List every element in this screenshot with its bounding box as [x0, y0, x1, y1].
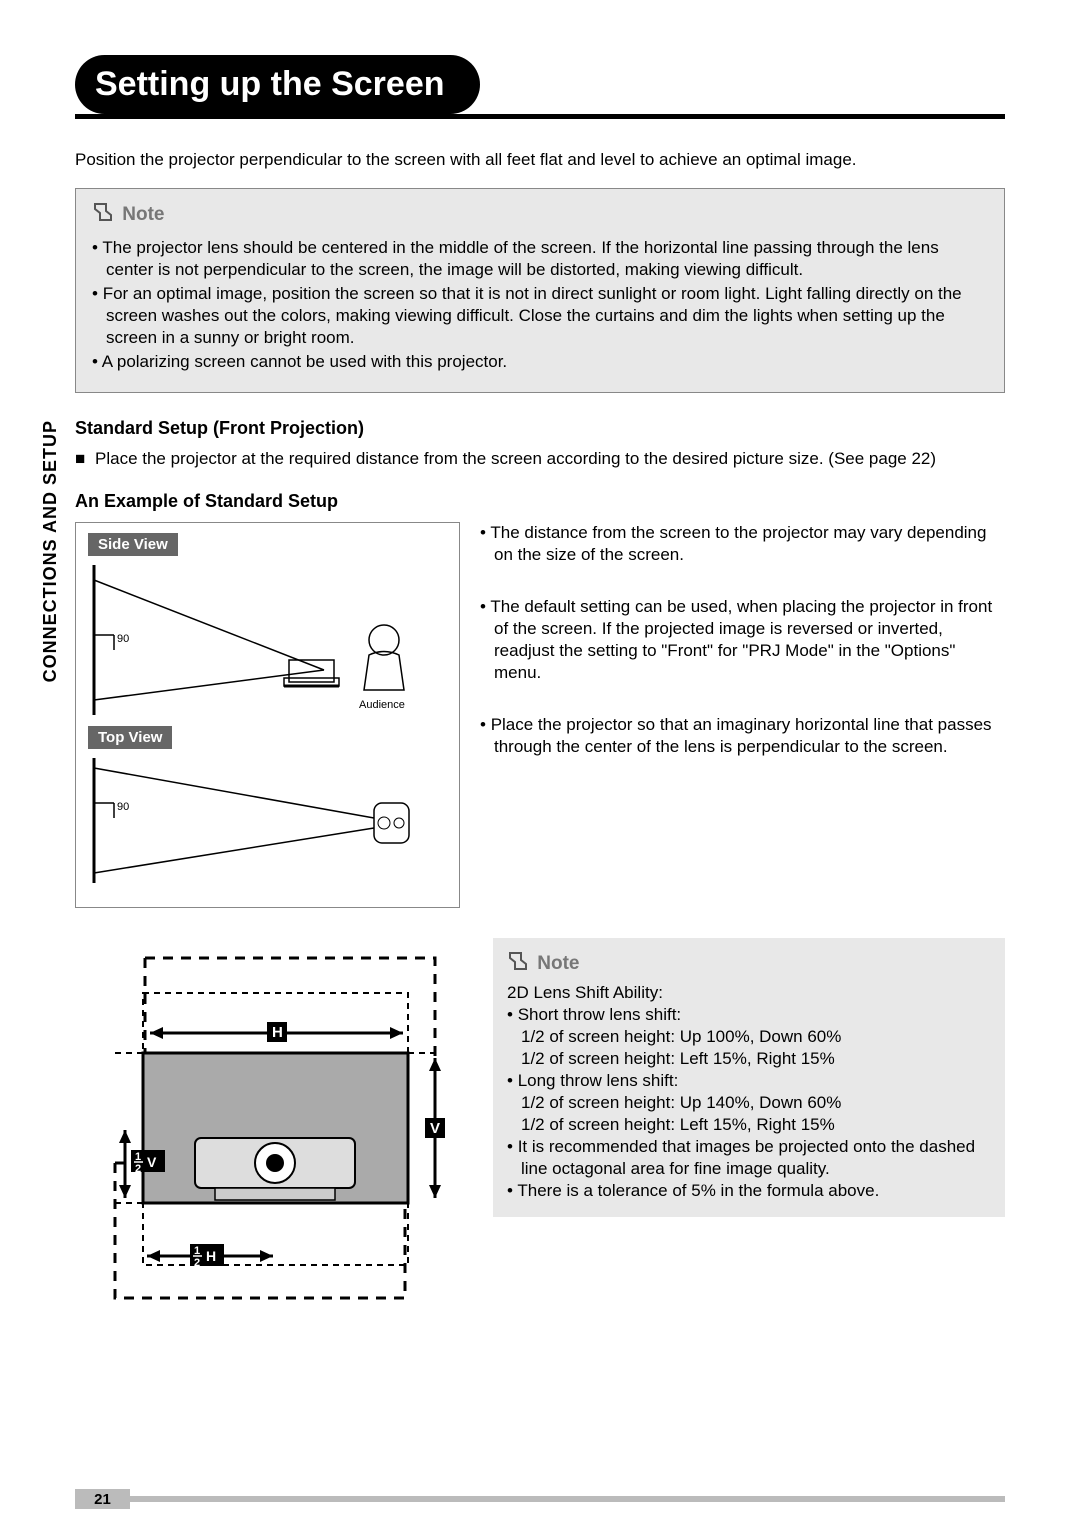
note-heading-2: Note — [507, 950, 991, 978]
audience-label: Audience — [359, 699, 405, 711]
note-heading-text: Note — [122, 204, 164, 225]
note-item: The projector lens should be centered in… — [106, 237, 988, 281]
lens-shift-diagram: H V 1 2 V 1 2 H — [75, 938, 475, 1318]
footer-line — [130, 1496, 1005, 1502]
lens-note-column: Note 2D Lens Shift Ability: Short throw … — [493, 938, 1005, 1217]
example-text-column: The distance from the screen to the proj… — [480, 522, 1005, 789]
note-item: For an optimal image, position the scree… — [106, 283, 988, 349]
note-icon — [507, 950, 529, 978]
lens-note-item: It is recommended that images be project… — [521, 1136, 991, 1180]
title-banner: Setting up the Screen — [75, 55, 1005, 119]
lens-shift-row: H V 1 2 V 1 2 H — [75, 938, 1005, 1318]
example-heading: An Example of Standard Setup — [75, 491, 1005, 512]
diagram-column: Side View 90 Audience Top View — [75, 522, 460, 908]
svg-text:2: 2 — [135, 1163, 141, 1175]
note-heading: Note — [92, 201, 988, 229]
example-bullet: The default setting can be used, when pl… — [494, 596, 1005, 684]
page-title: Setting up the Screen — [75, 55, 480, 114]
intro-text: Position the projector perpendicular to … — [75, 150, 1005, 170]
top-view-label: Top View — [88, 726, 172, 749]
svg-text:2: 2 — [194, 1257, 200, 1269]
content-area: Position the projector perpendicular to … — [75, 150, 1005, 1318]
lens-lead: 2D Lens Shift Ability: — [507, 982, 991, 1004]
svg-text:90: 90 — [117, 801, 129, 813]
sidebar-section-label: CONNECTIONS AND SETUP — [40, 420, 61, 682]
note-heading-2-text: Note — [537, 953, 579, 974]
svg-text:H: H — [206, 1248, 216, 1264]
lens-note-item: Short throw lens shift: 1/2 of screen he… — [521, 1004, 991, 1070]
page-number: 21 — [75, 1489, 130, 1509]
page-footer: 21 — [75, 1489, 1005, 1499]
side-view-diagram: 90 Audience — [84, 560, 449, 720]
side-view-label: Side View — [88, 533, 178, 556]
svg-text:1: 1 — [135, 1151, 141, 1163]
svg-text:V: V — [147, 1154, 157, 1170]
lens-note-list: Short throw lens shift: 1/2 of screen he… — [507, 1004, 991, 1203]
note-box-2: Note 2D Lens Shift Ability: Short throw … — [493, 938, 1005, 1217]
note-icon — [92, 201, 114, 229]
note-box-1: Note The projector lens should be center… — [75, 188, 1005, 393]
svg-text:V: V — [430, 1120, 440, 1137]
example-bullets: The distance from the screen to the proj… — [480, 522, 1005, 759]
example-bullet: Place the projector so that an imaginary… — [494, 714, 1005, 758]
top-view-diagram: 90 — [84, 753, 449, 893]
lens-note-item: Long throw lens shift: 1/2 of screen hei… — [521, 1070, 991, 1136]
example-row: Side View 90 Audience Top View — [75, 522, 1005, 908]
svg-text:H: H — [272, 1024, 283, 1041]
example-bullet: The distance from the screen to the proj… — [494, 522, 1005, 566]
svg-text:1: 1 — [194, 1245, 200, 1257]
standard-bullet: Place the projector at the required dist… — [75, 449, 1005, 469]
lens-note-item: There is a tolerance of 5% in the formul… — [521, 1180, 991, 1202]
standard-heading: Standard Setup (Front Projection) — [75, 418, 1005, 439]
note-list: The projector lens should be centered in… — [92, 237, 988, 374]
note-item: A polarizing screen cannot be used with … — [106, 351, 988, 373]
angle-label: 90 — [117, 633, 129, 645]
